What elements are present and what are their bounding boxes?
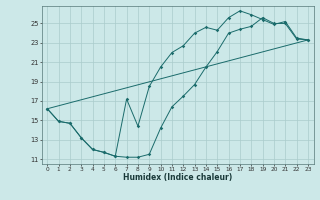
X-axis label: Humidex (Indice chaleur): Humidex (Indice chaleur) xyxy=(123,173,232,182)
